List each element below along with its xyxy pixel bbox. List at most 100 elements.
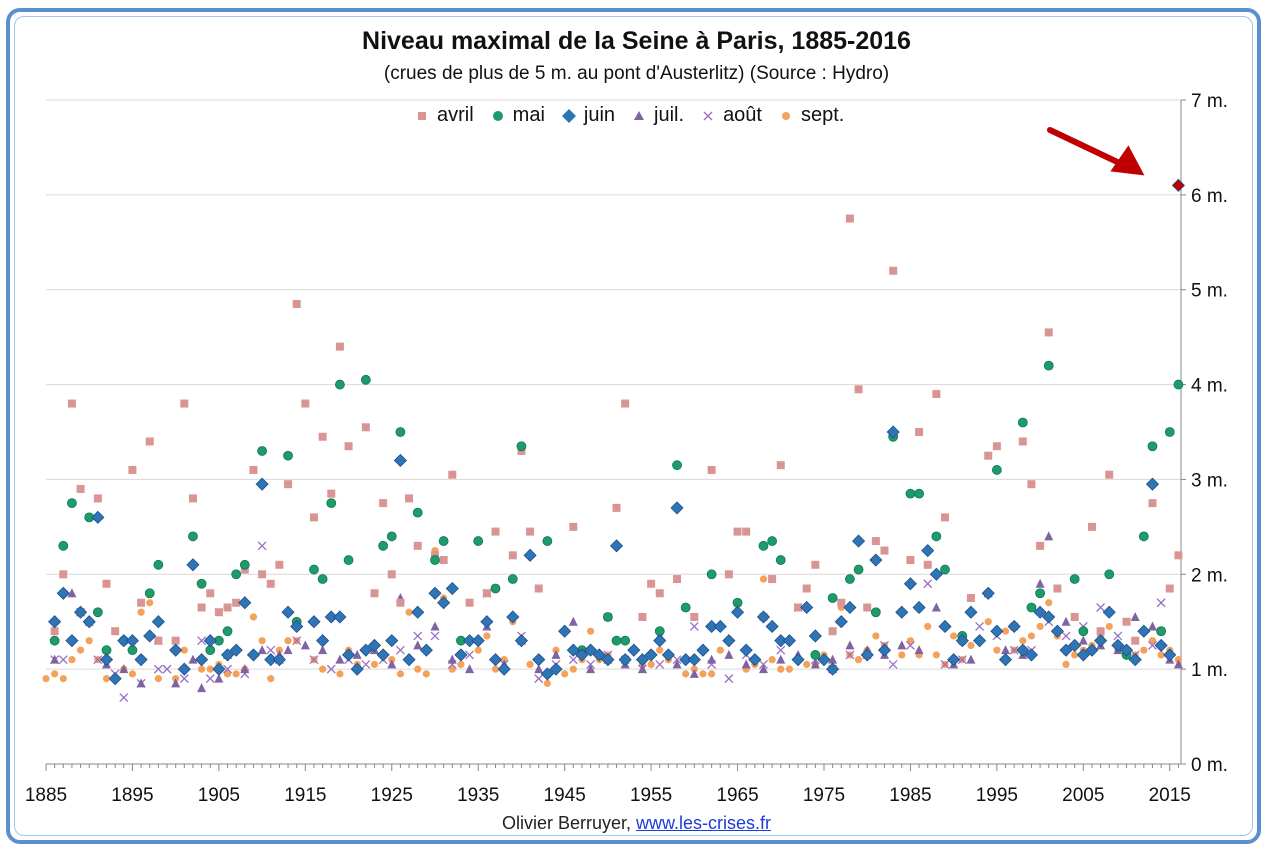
data-point-mai bbox=[412, 507, 423, 518]
legend-label: avril bbox=[437, 104, 474, 126]
data-point-août bbox=[58, 655, 68, 665]
data-point-juin bbox=[1137, 624, 1151, 638]
data-point-sept bbox=[561, 670, 569, 678]
data-point-juin bbox=[359, 643, 373, 657]
data-point-juin bbox=[350, 662, 364, 676]
data-point-juin bbox=[238, 596, 252, 610]
data-point-juin bbox=[1145, 477, 1160, 491]
data-point-sept bbox=[483, 632, 491, 640]
data-point-avril bbox=[854, 385, 863, 394]
data-point-avril bbox=[137, 598, 146, 607]
data-point-juil bbox=[188, 654, 198, 664]
data-point-avril bbox=[482, 589, 491, 598]
data-point-sept bbox=[284, 637, 292, 645]
data-point-juil bbox=[966, 654, 976, 664]
data-point-mai bbox=[360, 374, 371, 385]
data-point-juin bbox=[1119, 643, 1134, 657]
data-point-juin bbox=[705, 619, 719, 634]
data-point-juin bbox=[367, 638, 382, 652]
data-point-juil bbox=[707, 654, 717, 664]
legend-label: mai bbox=[512, 104, 545, 126]
x-tick-label: 1915 bbox=[284, 785, 326, 806]
data-point-avril bbox=[266, 579, 275, 588]
legend-marker bbox=[561, 108, 576, 123]
data-point-mai bbox=[775, 555, 786, 565]
data-point-avril bbox=[880, 546, 889, 555]
data-point-juil bbox=[335, 654, 345, 664]
data-point-juil bbox=[534, 664, 544, 674]
data-point-juin bbox=[877, 643, 892, 657]
legend-marker bbox=[418, 111, 426, 120]
data-point-mai bbox=[386, 531, 397, 542]
data-point-mai bbox=[516, 441, 527, 452]
data-point-avril bbox=[76, 484, 85, 493]
data-point-avril bbox=[301, 399, 310, 408]
data-point-mai bbox=[905, 488, 916, 499]
data-point-sept bbox=[258, 637, 266, 645]
data-point-avril bbox=[1174, 551, 1183, 560]
data-point-avril bbox=[491, 527, 500, 536]
data-point-juin bbox=[212, 662, 226, 676]
data-point-août bbox=[568, 655, 578, 665]
data-point-mai bbox=[602, 612, 613, 622]
data-point-juin bbox=[1154, 638, 1168, 652]
data-point-mai bbox=[680, 602, 691, 613]
data-point-sept bbox=[154, 675, 162, 683]
data-point-avril bbox=[707, 465, 716, 474]
data-point-avril bbox=[145, 437, 154, 446]
data-point-août bbox=[153, 664, 163, 674]
data-point-juin bbox=[1033, 605, 1047, 619]
data-point-sept bbox=[1140, 646, 1148, 654]
x-tick-label: 2015 bbox=[1149, 785, 1191, 806]
data-point-mai bbox=[1035, 588, 1045, 599]
data-point-juin bbox=[281, 605, 295, 619]
data-point-juin bbox=[584, 643, 598, 657]
data-point-avril bbox=[1165, 584, 1174, 593]
data-point-juin bbox=[428, 586, 442, 600]
data-point-juil bbox=[283, 645, 293, 655]
data-point-sept bbox=[768, 656, 776, 664]
data-point-avril bbox=[1148, 499, 1157, 508]
data-point-mai bbox=[827, 593, 838, 603]
data-point-juin bbox=[393, 453, 407, 468]
data-point-mai bbox=[853, 564, 864, 575]
data-point-mai bbox=[1138, 531, 1149, 542]
data-point-août bbox=[724, 674, 734, 684]
data-point-mai bbox=[611, 635, 622, 646]
data-point-juin bbox=[169, 643, 183, 657]
data-point-sept bbox=[1045, 599, 1053, 607]
data-point-juin bbox=[514, 634, 529, 648]
data-point-avril bbox=[871, 537, 880, 546]
data-point-avril bbox=[249, 465, 258, 474]
footer-link[interactable]: www.les-crises.fr bbox=[636, 813, 772, 833]
chart-legend: avril mai juin juil. août sept. bbox=[414, 104, 860, 127]
data-point-juin bbox=[540, 667, 554, 681]
data-point-sept bbox=[872, 632, 880, 640]
data-point-sept bbox=[777, 665, 785, 673]
data-point-avril bbox=[1018, 437, 1027, 446]
data-point-avril bbox=[327, 489, 336, 498]
data-point-sept bbox=[1157, 651, 1165, 659]
data-point-juin bbox=[125, 634, 140, 648]
data-point-juil bbox=[1130, 611, 1140, 621]
y-tick-label: 5 m. bbox=[1191, 281, 1228, 302]
data-point-avril bbox=[673, 575, 682, 584]
data-point-mai bbox=[706, 569, 717, 580]
data-point-juil bbox=[914, 645, 924, 655]
data-point-mai bbox=[196, 578, 207, 589]
data-point-sept bbox=[336, 670, 344, 678]
data-point-juil bbox=[1035, 578, 1045, 588]
data-point-août bbox=[1156, 598, 1166, 608]
data-point-juin bbox=[1076, 648, 1090, 662]
data-point-juil bbox=[568, 616, 578, 626]
data-point-mai bbox=[430, 555, 440, 565]
data-point-mai bbox=[92, 607, 103, 618]
data-point-juin bbox=[644, 648, 658, 662]
data-point-août bbox=[197, 636, 207, 646]
data-point-sept bbox=[197, 665, 206, 673]
data-point-mai bbox=[1156, 626, 1167, 637]
data-point-août bbox=[395, 645, 405, 655]
data-point-avril bbox=[206, 589, 215, 598]
data-point-avril bbox=[258, 570, 267, 579]
chart-frame-inner bbox=[14, 16, 1253, 836]
